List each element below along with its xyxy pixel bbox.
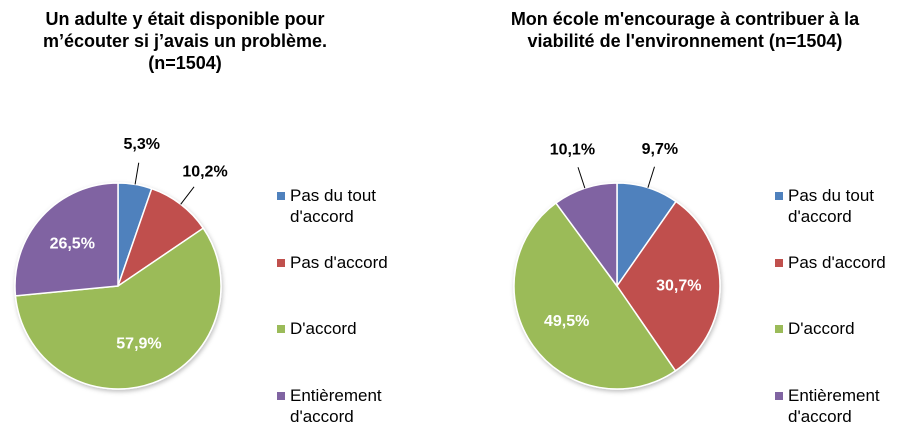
legend-label: D'accord [788, 319, 855, 338]
data-label: 10,1% [550, 141, 595, 158]
legend-label: Entièrement d'accord [788, 386, 880, 426]
data-label: 5,3% [123, 136, 159, 153]
legend-swatch [277, 325, 285, 333]
pie-slice [14, 182, 119, 297]
legend-swatch [775, 192, 783, 200]
data-label: 30,7% [656, 277, 701, 294]
pie [14, 182, 222, 390]
pie [513, 182, 721, 390]
legend-swatch [775, 259, 783, 267]
chart-title: Mon école m'encourage à contribuer à la … [510, 9, 860, 51]
leader-line [134, 162, 140, 185]
legend-swatch [277, 392, 285, 400]
leader-line [180, 186, 195, 205]
legend-label: Pas d'accord [788, 253, 886, 272]
legend-label: Entièrement d'accord [290, 386, 382, 426]
data-label: 10,2% [182, 164, 227, 181]
legend-label: Pas du tout d'accord [788, 186, 875, 226]
legend-swatch [775, 392, 783, 400]
chart-title: Un adulte y était disponible pour m’écou… [42, 9, 328, 73]
pie-slice [513, 202, 677, 390]
legend-swatch [775, 325, 783, 333]
data-label: 26,5% [50, 236, 95, 253]
legend-label: Pas du tout d'accord [290, 186, 377, 226]
leader-line [647, 166, 655, 188]
data-label: 49,5% [544, 313, 589, 330]
legend-swatch [277, 192, 285, 200]
data-label: 9,7% [642, 141, 678, 158]
pie-slice [14, 227, 222, 390]
legend-label: D'accord [290, 319, 357, 338]
leader-line [577, 167, 586, 189]
data-label: 57,9% [116, 335, 161, 352]
pie-slice [616, 200, 721, 372]
legend-label: Pas d'accord [290, 253, 388, 272]
legend-swatch [277, 259, 285, 267]
